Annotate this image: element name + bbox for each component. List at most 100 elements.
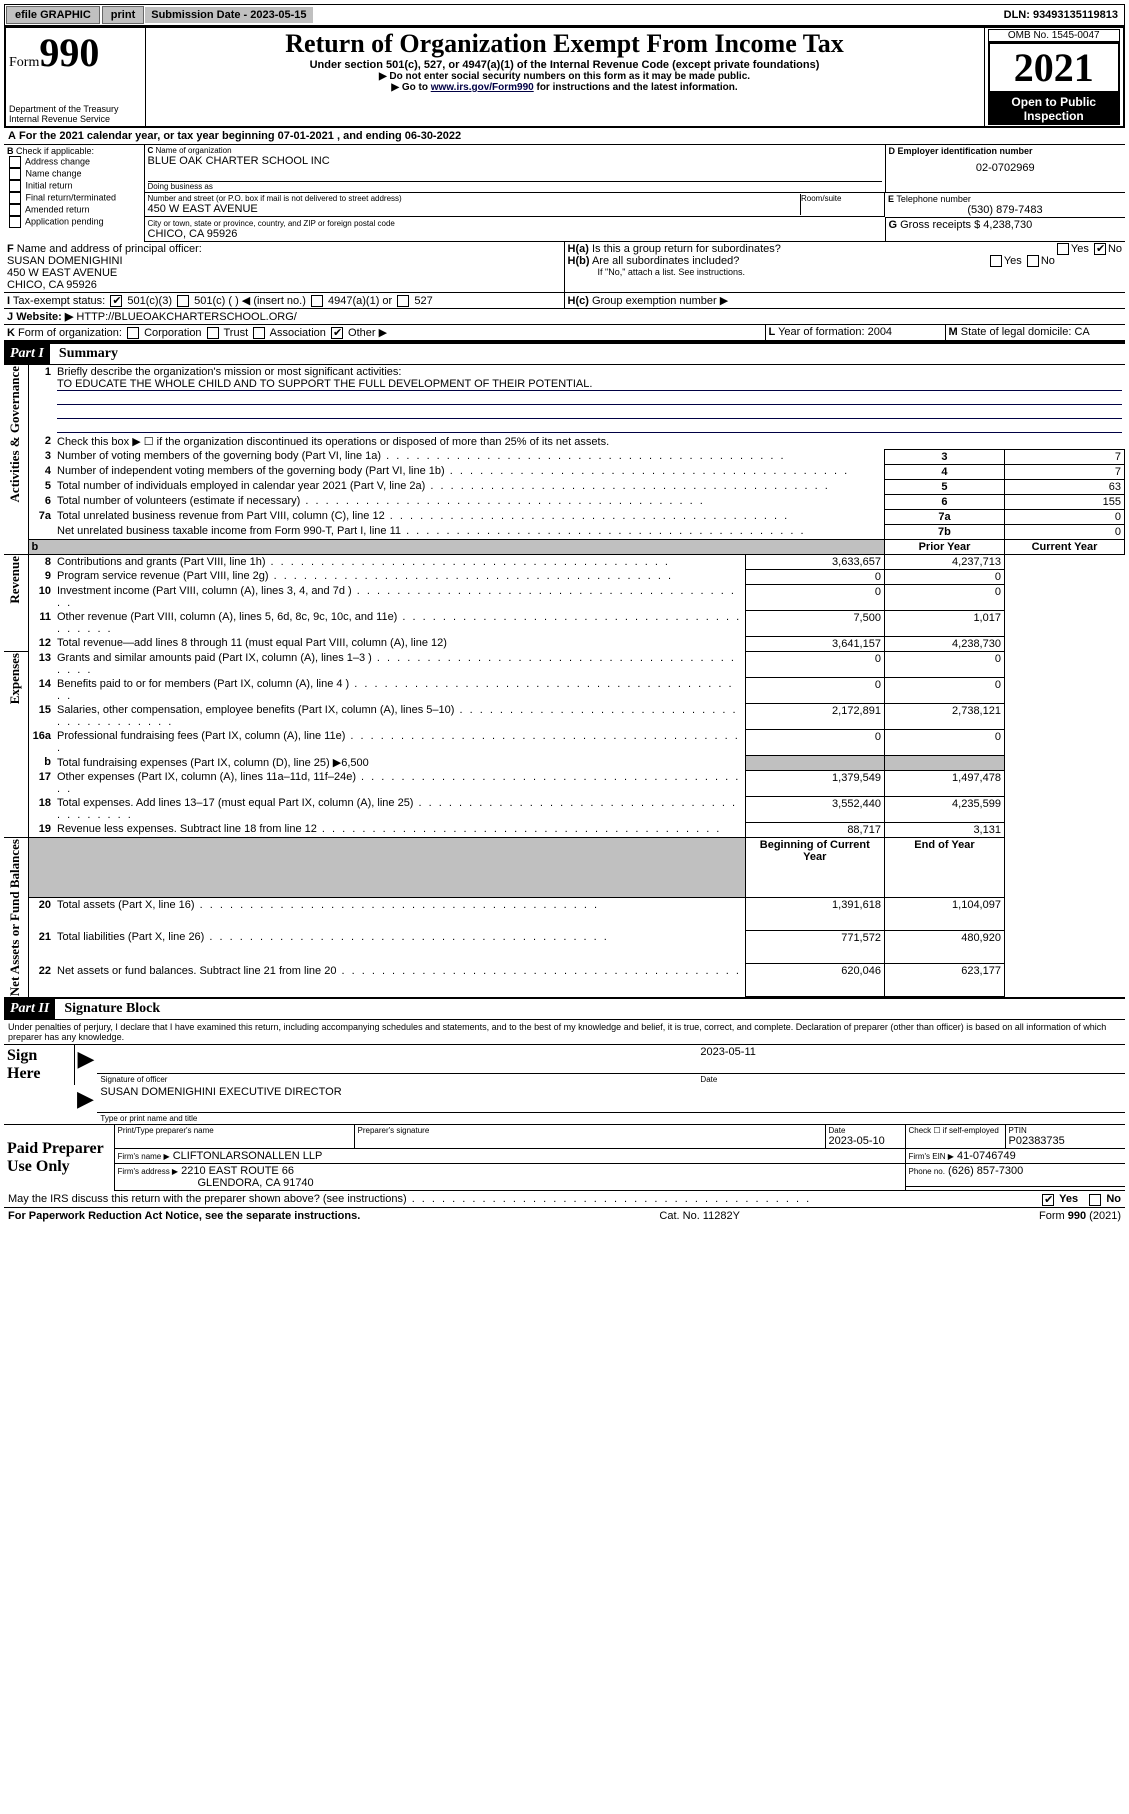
l18-p: 3,552,440 [745, 796, 884, 822]
footer-mid: Cat. No. 11282Y [659, 1210, 740, 1222]
cb-name-change[interactable] [9, 168, 21, 180]
l7a-nc: 7a [884, 509, 1004, 524]
cb-assoc[interactable] [253, 327, 265, 339]
l9-label: Program service revenue (Part VIII, line… [54, 569, 745, 584]
hb-no-label: No [1041, 255, 1055, 267]
a-end: 06-30-2022 [405, 130, 461, 142]
f-label: Name and address of principal officer: [17, 243, 202, 255]
summary-table: Activities & Governance 1 Briefly descri… [4, 365, 1125, 998]
info-block: B Check if applicable: Address change Na… [4, 145, 1125, 242]
l6-val: 155 [1004, 494, 1124, 509]
l5-n: 5 [45, 480, 51, 492]
d-label: Employer identification number [898, 146, 1033, 156]
section-governance: Activities & Governance [7, 366, 23, 502]
prep-date-label: Date [829, 1126, 902, 1135]
ha-no[interactable] [1094, 243, 1106, 255]
phone: (626) 857-7300 [948, 1165, 1023, 1177]
l7b-label: Net unrelated business taxable income fr… [54, 524, 884, 539]
b-name: Name change [26, 168, 82, 178]
l7a-label: Total unrelated business revenue from Pa… [54, 509, 884, 524]
cb-trust[interactable] [207, 327, 219, 339]
firm-name: CLIFTONLARSONALLEN LLP [173, 1150, 323, 1162]
l17-n: 17 [39, 771, 51, 783]
hb-no[interactable] [1027, 255, 1039, 267]
cb-4947[interactable] [311, 295, 323, 307]
part-i-badge: Part I [4, 344, 50, 364]
l17-label: Other expenses (Part IX, column (A), lin… [54, 770, 745, 796]
may-yes[interactable] [1042, 1194, 1054, 1206]
l16a-p: 0 [745, 729, 884, 755]
paid-preparer-label: Paid Preparer Use Only [7, 1140, 103, 1175]
cb-other[interactable] [331, 327, 343, 339]
irs-link[interactable]: www.irs.gov/Form990 [431, 82, 534, 93]
officer-name-title: SUSAN DOMENIGHINI EXECUTIVE DIRECTOR [97, 1085, 1125, 1113]
cb-initial[interactable] [9, 180, 21, 192]
ptin-label: PTIN [1009, 1126, 1123, 1135]
b-app: Application pending [25, 216, 104, 226]
l3-val: 7 [1004, 449, 1124, 464]
firm-addr-label: Firm's address ▶ [118, 1167, 179, 1176]
l10-n: 10 [39, 585, 51, 597]
l5-val: 63 [1004, 479, 1124, 494]
k-other: Other ▶ [348, 327, 387, 339]
b-amend: Amended return [25, 204, 90, 214]
date-label: Date [697, 1073, 1125, 1085]
b-label: Check if applicable: [16, 146, 94, 156]
ha-yes[interactable] [1057, 243, 1069, 255]
may-no[interactable] [1089, 1194, 1101, 1206]
form-header: Form990 Department of the Treasury Inter… [4, 26, 1125, 128]
cb-amended[interactable] [9, 204, 21, 216]
cb-527[interactable] [397, 295, 409, 307]
l14-label: Benefits paid to or for members (Part IX… [54, 677, 745, 703]
year-formation: 2004 [868, 326, 892, 338]
l4-nc: 4 [884, 464, 1004, 479]
hb-label: Are all subordinates included? [592, 255, 739, 267]
l22-n: 22 [39, 965, 51, 977]
l15-c: 2,738,121 [884, 703, 1004, 729]
hb-yes[interactable] [990, 255, 1002, 267]
l19-label: Revenue less expenses. Subtract line 18 … [54, 822, 745, 837]
col-current: Current Year [1004, 539, 1124, 554]
l12-p: 3,641,157 [745, 636, 884, 651]
l7a-n: 7a [39, 510, 51, 522]
cb-app-pending[interactable] [9, 216, 21, 228]
form-subtitle: Under section 501(c), 527, or 4947(a)(1)… [149, 59, 981, 71]
ha-yes-label: Yes [1071, 243, 1089, 255]
col-end: End of Year [884, 837, 1004, 897]
cb-corp[interactable] [127, 327, 139, 339]
l8-n: 8 [45, 556, 51, 568]
cb-address-change[interactable] [9, 156, 21, 168]
l13-label: Grants and similar amounts paid (Part IX… [54, 651, 745, 677]
l13-n: 13 [39, 652, 51, 664]
print-btn[interactable]: print [102, 6, 144, 24]
cb-final[interactable] [9, 192, 21, 204]
j-label: Website: ▶ [16, 311, 73, 323]
e-label: Telephone number [896, 194, 971, 204]
l10-c: 0 [884, 584, 1004, 610]
l20-n: 20 [39, 899, 51, 911]
l20-p: 1,391,618 [745, 897, 884, 930]
l15-p: 2,172,891 [745, 703, 884, 729]
tax-year: 2021 [988, 42, 1121, 93]
l9-n: 9 [45, 570, 51, 582]
instr2-post: for instructions and the latest informat… [534, 82, 738, 93]
col-prior: Prior Year [884, 539, 1004, 554]
hb-yes-label: Yes [1004, 255, 1022, 267]
cb-501c[interactable] [177, 295, 189, 307]
g-label: Gross receipts $ [900, 219, 980, 231]
omb-number: OMB No. 1545-0047 [988, 29, 1121, 42]
l18-n: 18 [39, 797, 51, 809]
cb-501c3[interactable] [110, 295, 122, 307]
b-init: Initial return [26, 180, 73, 190]
l20-label: Total assets (Part X, line 16) [54, 897, 745, 930]
declaration: Under penalties of perjury, I declare th… [4, 1020, 1125, 1044]
efile-btn[interactable]: efile GRAPHIC [6, 6, 100, 24]
a-mid: , and ending [334, 130, 405, 142]
l21-p: 771,572 [745, 930, 884, 963]
a-pre: For the 2021 calendar year, or tax year … [19, 130, 278, 142]
instr2-pre: ▶ Go to [391, 82, 430, 93]
room-label: Room/suite [801, 194, 881, 203]
mission-text: TO EDUCATE THE WHOLE CHILD AND TO SUPPOR… [57, 378, 1122, 391]
l12-label: Total revenue—add lines 8 through 11 (mu… [54, 636, 745, 651]
part-ii-title: Signature Block [58, 1001, 160, 1016]
